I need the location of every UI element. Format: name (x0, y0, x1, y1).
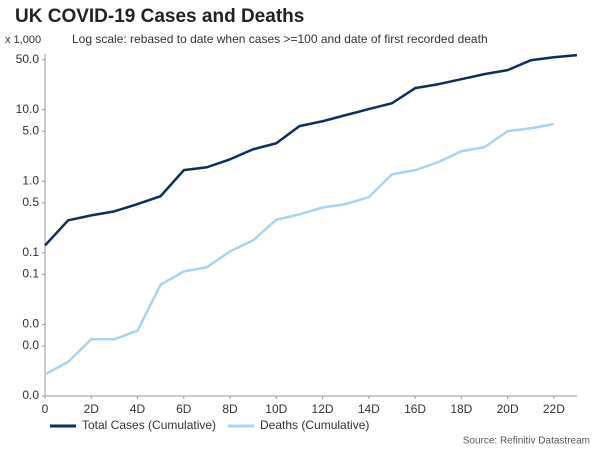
legend-label: Deaths (Cumulative) (260, 418, 369, 432)
x-tick-label: 16D (404, 402, 426, 416)
x-tick-label: 8D (222, 402, 238, 416)
y-tick-label: 0.0 (22, 388, 39, 402)
subtitle: Log scale: rebased to date when cases >=… (72, 32, 488, 46)
x-tick-label: 0 (42, 402, 49, 416)
x-tick-label: 4D (130, 402, 146, 416)
series-line (44, 53, 578, 247)
y-tick-label: 0.0 (22, 338, 39, 352)
series-line (44, 122, 555, 376)
y-tick-label: 0.0 (22, 317, 39, 331)
x-tick-label: 22D (543, 402, 565, 416)
x-tick-label: 20D (497, 402, 519, 416)
y-tick-label: 0.1 (22, 245, 39, 259)
y-unit: x 1,000 (5, 34, 41, 46)
x-tick-label: 2D (84, 402, 100, 416)
y-tick-label: 10.0 (16, 102, 40, 116)
y-tick-label: 5.0 (22, 123, 39, 137)
x-tick-label: 18D (450, 402, 472, 416)
x-tick-label: 10D (265, 402, 287, 416)
chart-title: UK COVID-19 Cases and Deaths (15, 6, 304, 27)
x-tick-label: 6D (176, 402, 192, 416)
x-tick-label: 12D (312, 402, 334, 416)
x-tick-label: 14D (358, 402, 380, 416)
legend-label: Total Cases (Cumulative) (82, 418, 216, 432)
y-tick-label: 0.1 (22, 267, 39, 281)
y-tick-label: 1.0 (22, 173, 39, 187)
y-tick-label: 0.5 (22, 195, 39, 209)
y-tick-label: 50.0 (16, 52, 40, 66)
source: Source: Refinitiv Datastream (463, 436, 590, 447)
